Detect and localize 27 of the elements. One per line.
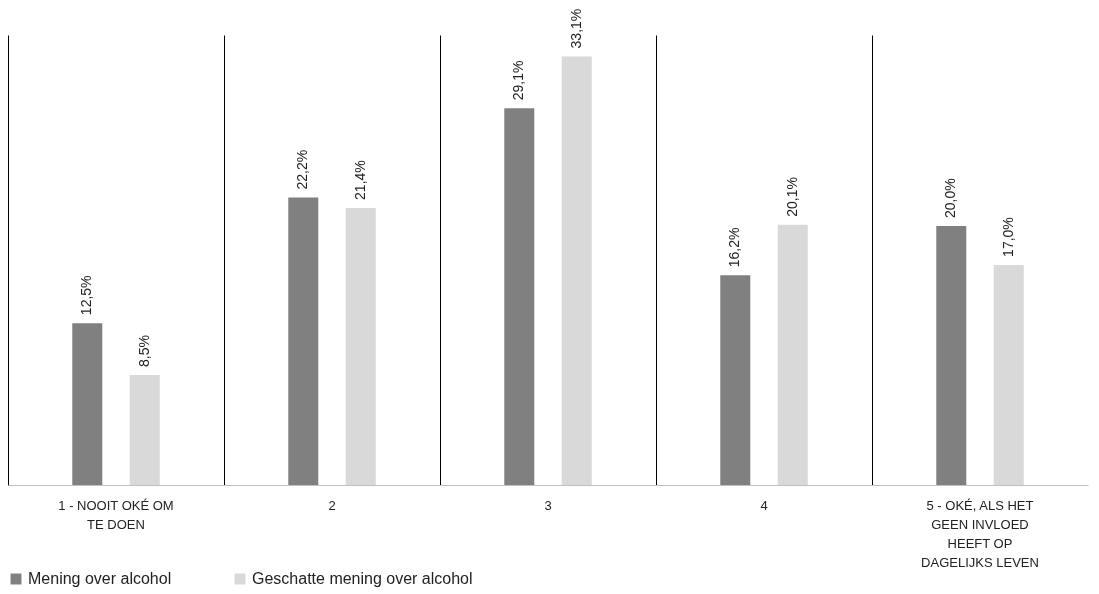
- bar: [504, 108, 535, 485]
- legend-label: Geschatte mening over alcohol: [252, 570, 473, 587]
- data-label: 17,0%: [999, 217, 1016, 257]
- data-label: 20,0%: [942, 178, 959, 219]
- bar: [936, 226, 967, 485]
- x-tick-label: 1 - NOOIT OKÉ OM TE DOEN: [58, 497, 174, 532]
- data-label: 21,4%: [351, 160, 368, 200]
- bar: [777, 224, 808, 485]
- data-label: 22,2%: [294, 149, 311, 190]
- bar: [993, 264, 1024, 485]
- data-label: 16,2%: [726, 227, 743, 268]
- data-label: 12,5%: [78, 275, 95, 316]
- data-label: 29,1%: [510, 60, 527, 101]
- data-label: 8,5%: [135, 335, 152, 367]
- legend-label: Mening over alcohol: [28, 570, 172, 587]
- bar: [561, 56, 592, 485]
- bar: [345, 207, 376, 485]
- x-tick-label: 4: [760, 497, 768, 513]
- data-label: 33,1%: [567, 8, 584, 49]
- x-tick-label: 3: [544, 497, 552, 513]
- bar: [720, 275, 751, 485]
- data-label: 20,1%: [783, 177, 800, 217]
- bar: [129, 374, 160, 485]
- bar: [288, 197, 319, 485]
- bar: [72, 323, 103, 485]
- x-tick-label: 2: [328, 497, 336, 513]
- x-tick-label: 5 - OKÉ, ALS HET GEEN INVLOED HEEFT OP DAGELIJKS LEVEN: [921, 497, 1039, 570]
